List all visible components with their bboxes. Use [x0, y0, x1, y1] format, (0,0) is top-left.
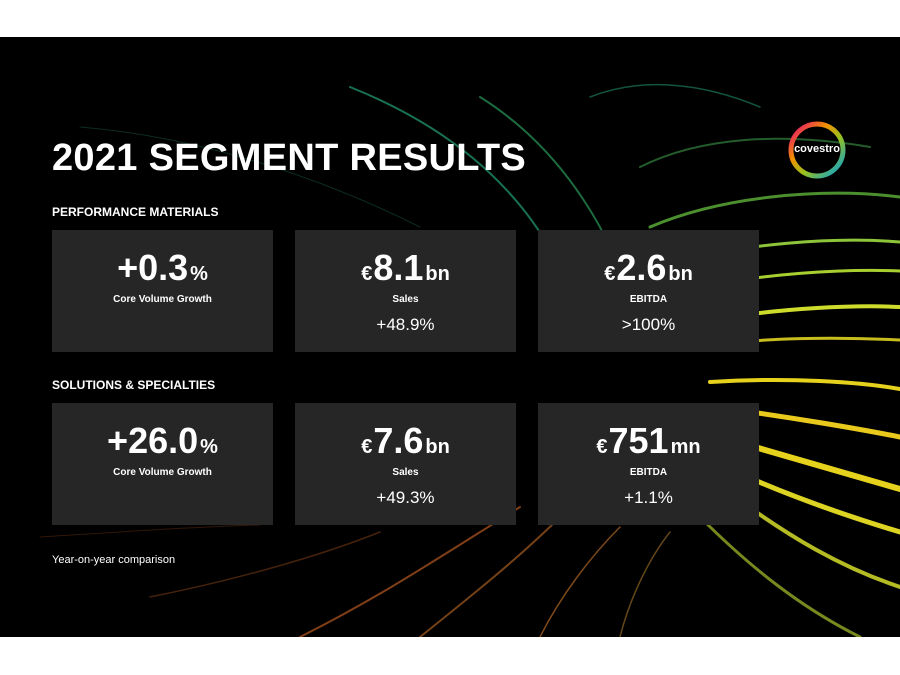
metric-value: +0.3% — [52, 248, 273, 296]
logo-wordmark: covestro — [794, 143, 840, 155]
metric-value: €2.6 bn — [538, 248, 759, 296]
metric-value: €8.1 bn — [295, 248, 516, 296]
metric-number: 7.6 — [373, 420, 424, 461]
metric-card-pm-ebitda: €2.6 bn EBITDA >100% — [538, 230, 759, 352]
covestro-logo: covestro — [787, 120, 847, 180]
metric-value: +26.0% — [52, 421, 273, 469]
metric-change: +49.3% — [376, 488, 435, 507]
metric-change: +48.9% — [376, 315, 435, 334]
metric-card-ss-sales: €7.6 bn Sales +49.3% — [295, 403, 516, 525]
metric-number: +26.0 — [107, 420, 199, 461]
metric-card-ss-core-volume: +26.0% Core Volume Growth — [52, 403, 273, 525]
metric-card-pm-core-volume: +0.3% Core Volume Growth — [52, 230, 273, 352]
metric-change: >100% — [621, 315, 676, 334]
metric-unit: mn — [670, 436, 701, 458]
logo-ring-icon — [788, 121, 846, 179]
section-label-solutions-specialties: SOLUTIONS & SPECIALTIES — [52, 378, 216, 392]
metric-label: Sales — [392, 467, 419, 478]
metric-currency: € — [361, 263, 373, 285]
metric-currency: € — [361, 436, 373, 458]
metric-value: €751 mn — [538, 421, 759, 469]
metric-number: 2.6 — [616, 247, 667, 288]
metric-unit: bn — [668, 263, 693, 285]
metric-number: +0.3 — [117, 247, 189, 288]
metric-label: Sales — [392, 294, 419, 305]
metric-label: EBITDA — [629, 467, 668, 478]
metric-unit: % — [200, 436, 218, 458]
metric-change: +1.1% — [624, 488, 673, 507]
metric-value: €7.6 bn — [295, 421, 516, 469]
metric-label: Core Volume Growth — [113, 467, 212, 478]
metric-label: Core Volume Growth — [113, 294, 212, 305]
metric-unit: bn — [425, 263, 450, 285]
metric-currency: € — [604, 263, 616, 285]
slide: covestro 2021 SEGMENT RESULTS PERFORMANC… — [0, 37, 900, 637]
metric-number: 8.1 — [373, 247, 424, 288]
section-label-performance-materials: PERFORMANCE MATERIALS — [52, 205, 219, 219]
footnote: Year-on-year comparison — [52, 554, 176, 566]
metric-number: 751 — [608, 420, 669, 461]
metric-card-pm-sales: €8.1 bn Sales +48.9% — [295, 230, 516, 352]
metric-unit: bn — [425, 436, 450, 458]
metric-card-ss-ebitda: €751 mn EBITDA +1.1% — [538, 403, 759, 525]
page-title: 2021 SEGMENT RESULTS — [52, 137, 527, 179]
metric-currency: € — [596, 436, 608, 458]
metric-label: EBITDA — [629, 294, 668, 305]
metric-unit: % — [190, 263, 208, 285]
